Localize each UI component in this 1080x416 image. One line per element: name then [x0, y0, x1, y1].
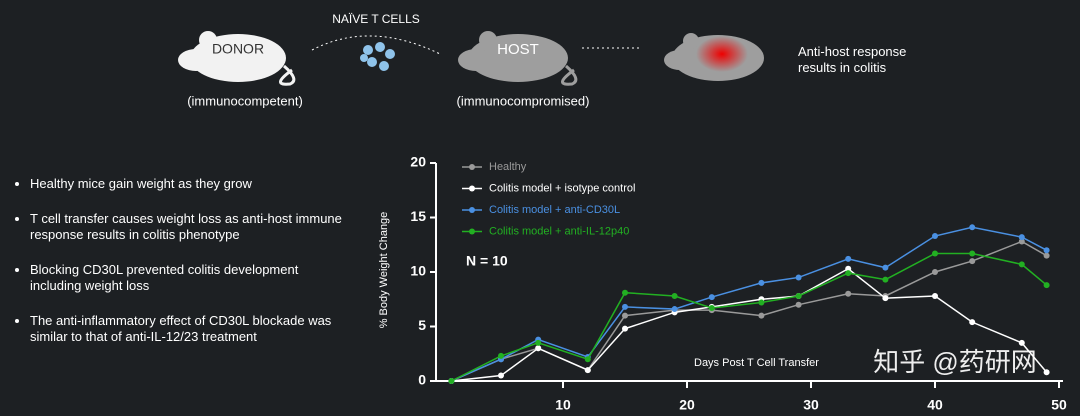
data-point: [845, 290, 852, 297]
data-point: [882, 264, 889, 271]
legend-marker: [469, 164, 475, 170]
legend-marker: [469, 228, 475, 235]
data-point: [535, 345, 542, 352]
host-mouse: [458, 31, 578, 86]
x-tick-label: 30: [803, 397, 819, 413]
annotation: N = 10: [466, 253, 508, 269]
x-tick-label: 40: [927, 397, 943, 413]
arrow: [311, 35, 441, 55]
host-note: (immunocompromised): [457, 93, 590, 108]
data-point: [708, 304, 715, 311]
data-point: [622, 303, 628, 310]
y-tick-label: 5: [418, 317, 426, 333]
data-point: [535, 339, 542, 346]
legend-marker: [469, 207, 475, 213]
x-tick-label: 50: [1051, 397, 1067, 413]
data-point: [498, 372, 504, 379]
data-point: [1018, 238, 1025, 245]
data-point: [969, 258, 976, 265]
data-point: [758, 312, 765, 319]
x-axis-label: Days Post T Cell Transfer: [694, 357, 819, 369]
y-tick-label: 20: [410, 154, 426, 170]
data-point: [758, 279, 765, 286]
data-point: [1018, 261, 1025, 268]
data-point: [1043, 252, 1050, 259]
legend-label: Colitis model + anti-CD30L: [489, 204, 620, 216]
data-point: [795, 292, 802, 299]
legend-label: Colitis model + isotype control: [489, 182, 635, 194]
data-point: [671, 306, 678, 313]
data-point: [584, 356, 591, 363]
data-point: [708, 294, 715, 301]
data-point: [845, 265, 852, 272]
legend-label: Healthy: [489, 161, 527, 173]
bullet: Blocking CD30L prevented colitis develop…: [30, 262, 350, 294]
data-point: [969, 250, 976, 257]
data-point: [498, 352, 504, 359]
bullet: The anti-inflammatory effect of CD30L bl…: [30, 313, 350, 345]
data-point: [882, 295, 889, 302]
data-point: [882, 276, 889, 283]
donor-label: DONOR: [212, 41, 264, 57]
data-point: [795, 274, 802, 281]
data-point: [1043, 247, 1050, 254]
watermark: 知乎 @药研网: [873, 347, 1037, 377]
data-point: [1043, 282, 1050, 289]
data-point: [932, 250, 938, 257]
legend-marker: [469, 185, 475, 192]
data-point: [622, 312, 628, 319]
data-point: [584, 367, 591, 374]
x-tick-label: 20: [679, 397, 695, 413]
data-point: [969, 319, 976, 326]
data-point: [932, 233, 938, 240]
data-point: [1018, 234, 1025, 241]
data-point: [1018, 339, 1025, 346]
data-point: [845, 270, 852, 277]
donor-note: (immunocompetent): [187, 93, 303, 108]
host-label: HOST: [497, 41, 539, 58]
data-point: [448, 378, 455, 384]
bullet: Healthy mice gain weight as they grow: [30, 176, 350, 192]
outcome: Anti-host response results in colitis: [798, 44, 907, 75]
data-point: [622, 289, 628, 296]
colitis-mouse: [664, 33, 764, 81]
data-point: [671, 292, 678, 299]
y-axis-label: % Body Weight Change: [378, 212, 390, 329]
y-tick-label: 15: [410, 208, 426, 224]
bullet: T cell transfer causes weight loss as an…: [30, 211, 350, 243]
cells: [360, 42, 395, 71]
bullet-list: Healthy mice gain weight as they grow T …: [10, 176, 350, 364]
y-tick-label: 0: [418, 372, 426, 388]
data-point: [969, 224, 976, 231]
data-point: [622, 325, 628, 332]
legend-label: Colitis model + anti-IL-12p40: [489, 225, 629, 237]
y-tick-label: 10: [410, 263, 426, 279]
data-point: [932, 292, 938, 299]
data-point: [758, 299, 765, 306]
x-tick-label: 10: [555, 397, 571, 413]
transfer-label: NAÏVE T CELLS: [332, 12, 420, 26]
data-point: [795, 301, 802, 308]
donor-mouse: [178, 31, 296, 86]
data-point: [1043, 369, 1050, 376]
data-point: [932, 269, 938, 275]
data-point: [845, 255, 852, 262]
